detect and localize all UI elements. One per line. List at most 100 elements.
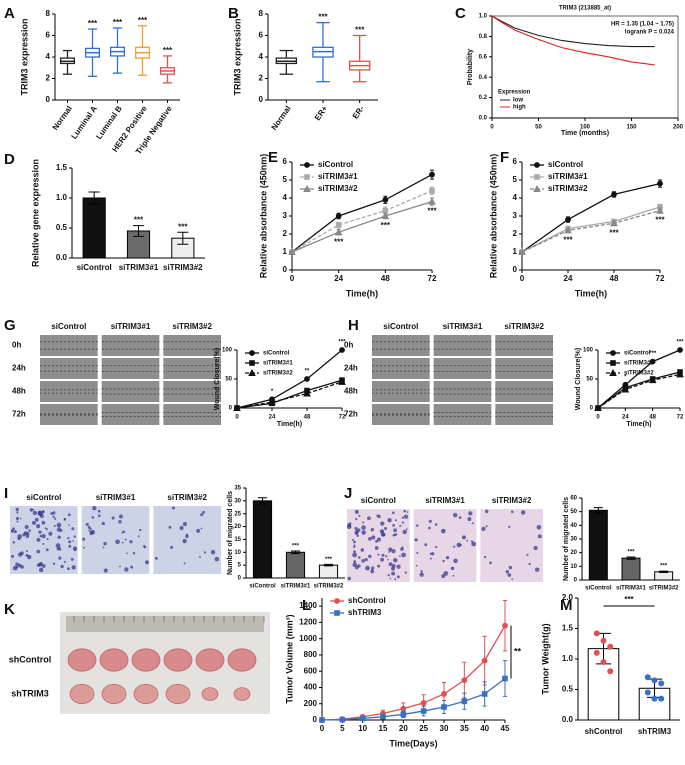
cell [72,546,78,551]
cell [452,512,458,518]
cell [537,534,542,539]
cell [210,550,216,555]
cell [102,546,105,549]
cell [445,556,450,560]
y-tick-label: 1200 [299,618,317,627]
cell [484,509,489,514]
bar [588,509,608,581]
x-tick-label: 100 [580,125,591,131]
cell [452,574,455,577]
bar [252,500,273,579]
significance: *** [624,595,634,604]
cell [440,528,446,534]
y-tick-label: 100 [583,348,594,354]
cell [12,541,16,544]
y-tick-label: 3 [283,211,288,220]
cell [36,549,41,554]
cell [132,552,136,555]
cell [404,571,407,574]
cell [137,535,140,538]
x-tick-label: siTRIM3#2 [163,263,203,272]
marker [534,162,540,168]
cell [119,565,121,568]
micrograph [495,404,553,425]
y-tick-label: 6 [283,157,288,166]
cell [39,534,42,538]
cell [387,574,390,577]
y-tick-label: 0.5 [56,223,68,232]
cell [68,540,72,544]
cell [139,528,142,532]
data-point [644,674,651,681]
series-line [236,379,343,409]
y-tick-label: 5 [283,175,288,184]
x-tick-label: 24 [622,415,629,421]
cell [391,571,396,576]
cell [368,554,372,559]
cell [353,550,356,554]
marker [304,174,310,180]
cell [82,546,85,549]
x-tick-label: 15 [379,724,388,733]
cell [57,547,62,551]
chart-title: TRIM3 (213885_at) [559,6,611,12]
image-column-label: siTRIM3#1 [111,322,151,331]
x-tick-label: 48 [381,274,390,283]
survival-curve [491,15,655,66]
data-point [607,643,614,650]
y-tick-label: 40 [570,523,577,529]
marker [303,389,311,397]
micrograph [347,509,410,582]
data-point [644,689,651,696]
y-tick-label: 1.5 [562,624,574,633]
series-line [321,625,506,721]
x-tick-label: 0 [235,415,239,421]
micrograph [372,404,430,425]
marker [249,350,255,356]
legend-label: shTRIM3 [348,608,382,617]
cell [52,515,55,518]
annotation: *** [655,216,665,225]
data-point [651,677,658,684]
cell [353,545,356,549]
image-row-label: 24h [344,364,358,373]
marker [380,713,386,720]
y-axis-label: Wound Closure(%) [214,348,221,410]
micrograph [413,509,477,582]
cell [183,562,186,565]
y-tick-label: 50 [586,377,593,383]
series-line [291,174,433,253]
cell [360,548,365,552]
tumor [67,648,97,672]
cell [393,528,397,533]
cell [391,549,396,554]
marker [610,219,618,227]
y-tick-label: 600 [304,666,318,675]
micrograph [433,381,492,402]
image-column-label: siTRIM3#2 [492,496,532,505]
image-column-label: siControl [361,496,396,505]
marker [441,704,447,710]
cell [361,559,365,563]
marker [565,216,571,223]
cell [374,546,379,550]
cell [52,562,56,565]
cell [415,524,419,527]
cell [185,534,189,539]
marker [533,184,541,192]
cell [25,549,29,553]
marker [461,698,468,705]
cell [361,530,366,535]
y-tick-label: 25 [234,511,241,517]
cell [200,527,203,530]
x-tick-label: 5 [340,724,345,733]
x-tick-label: 24 [334,274,343,283]
x-tick-label: 20 [399,724,408,733]
cell [19,517,22,520]
marker [428,197,436,205]
cell [393,558,398,563]
legend-label: siControl [624,351,651,357]
significance: *** [355,26,365,35]
y-tick-label: 2 [513,229,518,238]
